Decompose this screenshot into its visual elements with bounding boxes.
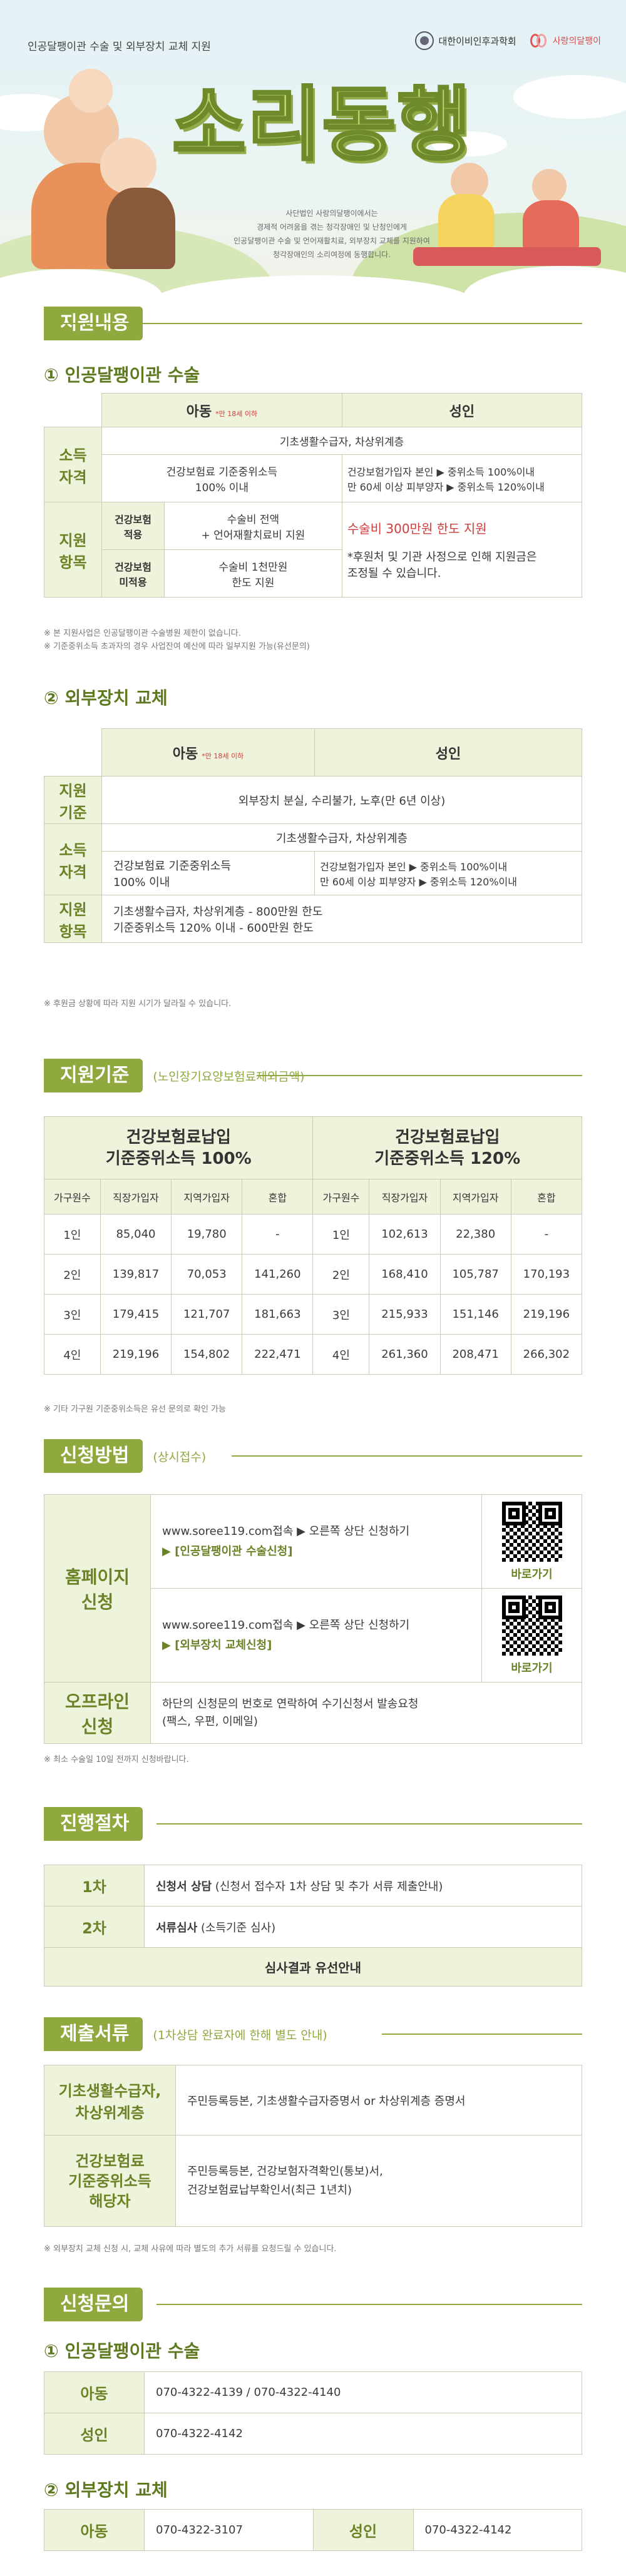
poster-subtitle: 인공달팽이관 수술 및 외부장치 교체 지원 <box>28 41 211 53</box>
table-row: 4인 219,196 154,802 222,471 4인 261,360 208,471… <box>44 1334 583 1375</box>
table-row: 3인 179,415 121,707 181,663 3인 215,933 151,146… <box>44 1294 583 1335</box>
apply-note: ※ 최소 수술일 10일 전까지 신청바랍니다. <box>44 1755 189 1764</box>
qr-code-icon <box>501 1501 562 1562</box>
intro-text: 사단법인 사랑의달팽이에서는 경제적 어려움을 겪는 청각장애인 및 난청인에게… <box>233 209 430 259</box>
contact-device-table: 아동 070-4322-3107 성인 070-4322-4142 <box>44 2509 582 2551</box>
contact-sub2: ② 외부장치 교체 <box>44 2480 168 2500</box>
section-process-title: 진행절차 <box>44 1807 143 1841</box>
logo-society: 대한이비인후과학회 <box>438 35 516 47</box>
criteria-note: ※ 기타 가구원 기준중위소득은 유선 문의로 확인 가능 <box>44 1405 226 1414</box>
section-contact-title: 신청문의 <box>44 2288 143 2321</box>
docs-note: ※ 외부장치 교체 신청 시, 교체 사유에 따라 별도의 추가 서류를 요청드… <box>44 2244 337 2254</box>
phone-device-adult[interactable]: 070-4322-4142 <box>413 2509 582 2551</box>
main-title: 소리동행 <box>171 77 473 173</box>
logo-snail: 사랑의달팽이 <box>552 36 601 46</box>
support-sub2: ② 외부장치 교체 <box>44 688 168 708</box>
process-table: 1차 신청서 상담 (신청서 접수자 1차 상담 및 추가 서류 제출안내) 2… <box>44 1865 582 1987</box>
snail-heart-icon <box>530 33 548 49</box>
apply-table: 홈페이지 신청 www.soree119.com접속 ▶ 오른쪽 상단 신청하기… <box>44 1494 582 1744</box>
section-criteria-title: 지원기준 (노인장기요양보험료제외금액) <box>44 1059 304 1092</box>
table-row: 2인 139,817 70,053 141,260 2인 168,410 105,787 1… <box>44 1254 583 1295</box>
hero-banner: 인공달팽이관 수술 및 외부장치 교체 지원 대한이비인후과학회 사랑의달팽이 … <box>0 0 626 300</box>
support-sub1: ① 인공달팽이관 수술 <box>44 365 200 385</box>
device-support-table: 아동 *만 18세 이하 성인 지원 기준 외부장치 분실, 수리불가, 노후(만… <box>44 728 582 943</box>
phone-device-child[interactable]: 070-4322-3107 <box>144 2509 314 2551</box>
contact-surgery-table: 아동 070-4322-4139 / 070-4322-4140 성인 070-… <box>44 2371 582 2455</box>
qr-code-icon <box>501 1595 562 1656</box>
section-docs-title: 제출서류 (1차상담 완료자에 한해 별도 안내) <box>44 2017 327 2051</box>
income-criteria-table: 건강보험료납입 기준중위소득 100% 건강보험료납입 기준중위소득 120% … <box>43 1116 583 1375</box>
contact-sub1: ① 인공달팽이관 수술 <box>44 2341 200 2361</box>
support-note2: ※ 후원금 상황에 따라 지원 시기가 달라질 수 있습니다. <box>44 999 232 1009</box>
section-apply-title: 신청방법 (상시접수) <box>44 1439 206 1473</box>
phone-surgery-child[interactable]: 070-4322-4139 / 070-4322-4140 <box>144 2371 582 2413</box>
surgery-support-table: 아동 *만 18세 이하 성인 소득 자격 기초생활수급자, 차상위계층 건강보험… <box>44 393 583 598</box>
support-note1: ※ 본 지원사업은 인공달팽이관 수술병원 제한이 없습니다. ※ 기준중위소득… <box>44 629 310 651</box>
logo-group: 대한이비인후과학회 사랑의달팽이 <box>414 31 601 50</box>
society-emblem-icon <box>414 31 434 50</box>
phone-surgery-adult[interactable]: 070-4322-4142 <box>144 2413 582 2455</box>
docs-table: 기초생활수급자, 차상위계층 주민등록등본, 기초생활수급자증명서 or 차상위… <box>44 2065 582 2227</box>
table-row: 1인 85,040 19,780- 1인 102,613 22,380- <box>44 1214 583 1255</box>
qr-link-surgery[interactable]: 바로가기 <box>481 1494 582 1589</box>
qr-link-device[interactable]: 바로가기 <box>481 1588 582 1683</box>
